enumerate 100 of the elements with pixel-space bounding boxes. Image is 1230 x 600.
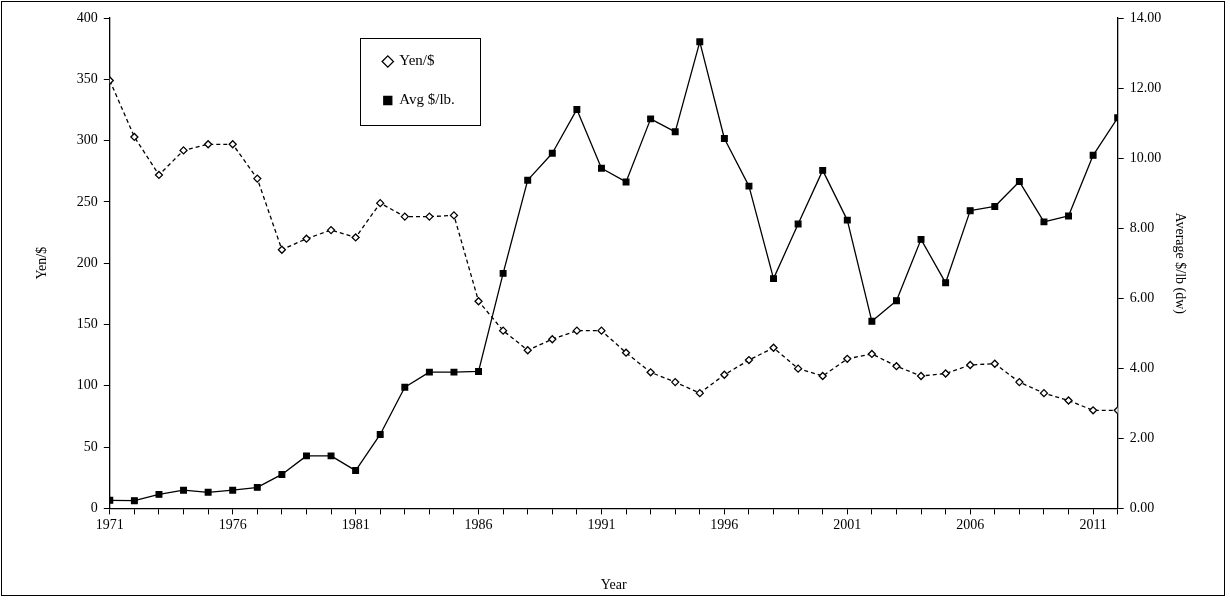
point (475, 367, 483, 375)
y2-tick-label: 12.00 (1129, 79, 1162, 95)
point (253, 174, 262, 183)
point (769, 343, 778, 352)
point (794, 220, 802, 228)
point (867, 349, 877, 359)
point (450, 368, 458, 376)
point (818, 371, 827, 381)
point (916, 371, 926, 381)
y-tick-label: 250 (76, 193, 98, 209)
point (499, 269, 507, 277)
point (917, 235, 925, 243)
point (548, 149, 556, 157)
point (1039, 389, 1049, 398)
point (498, 326, 508, 335)
point (326, 225, 336, 235)
x-tick-label: 1981 (341, 517, 370, 533)
point (277, 245, 287, 254)
x-tick-label: 1971 (95, 517, 124, 533)
point (1015, 377, 1024, 387)
point (941, 369, 950, 378)
point (524, 176, 532, 184)
point (179, 146, 188, 155)
point (449, 211, 459, 220)
point (253, 483, 261, 491)
y2-tick-label: 4.00 (1129, 359, 1155, 375)
point (523, 346, 532, 355)
point (696, 38, 704, 46)
point (671, 128, 679, 136)
point (228, 140, 237, 149)
point (1088, 406, 1098, 415)
point (966, 207, 974, 215)
y-tick-label: 150 (76, 316, 98, 332)
point (990, 359, 999, 368)
point (1015, 178, 1023, 186)
point (130, 497, 138, 505)
point (154, 170, 164, 180)
point (793, 364, 803, 373)
y2-tick-label: 2.00 (1129, 430, 1155, 446)
point (745, 182, 753, 190)
point (966, 360, 975, 370)
point (302, 234, 311, 243)
point (621, 348, 631, 357)
y-tick-label: 50 (83, 438, 98, 454)
point (376, 431, 384, 438)
point (942, 279, 950, 287)
x-tick-label: 2006 (956, 517, 985, 533)
point (1065, 212, 1073, 220)
point (548, 335, 557, 344)
point (671, 377, 680, 387)
point (1064, 396, 1073, 405)
point (351, 233, 360, 242)
point (203, 140, 213, 149)
point (401, 383, 409, 391)
point (400, 212, 409, 221)
point (646, 368, 655, 377)
y-tick-label: 300 (76, 132, 98, 148)
y-tick-label: 0 (90, 500, 98, 516)
point (720, 135, 728, 142)
point (572, 326, 582, 335)
y-tick-label: 100 (76, 377, 98, 393)
point (425, 212, 434, 221)
y-axis-title: Yen/$ (34, 246, 50, 280)
y2-axis-title: Average $/lb (dw) (1171, 212, 1188, 315)
point (695, 389, 704, 398)
point (770, 275, 778, 283)
y-tick-label: 200 (76, 254, 98, 270)
point (720, 370, 729, 379)
point (744, 355, 754, 365)
point (130, 132, 139, 142)
point (327, 452, 335, 460)
point (1089, 151, 1097, 159)
point (352, 467, 360, 475)
x-axis-title: Year (600, 577, 627, 593)
point (597, 326, 606, 335)
legend-label: Yen/$ (399, 52, 435, 69)
y2-tick-label: 14.00 (1129, 9, 1162, 25)
y2-tick-label: 10.00 (1129, 149, 1162, 165)
legend-label: Avg $/lb. (399, 91, 455, 108)
point (229, 486, 237, 494)
x-tick-label: 1976 (218, 517, 247, 533)
point (302, 452, 310, 460)
point (892, 362, 901, 371)
point (892, 297, 900, 305)
point (425, 368, 433, 376)
x-tick-label: 2001 (833, 517, 862, 533)
point (991, 202, 999, 210)
point (819, 166, 827, 174)
point (278, 470, 286, 478)
point (868, 317, 876, 325)
point (622, 178, 630, 186)
point (180, 486, 188, 494)
x-tick-label: 1991 (587, 517, 616, 533)
point (155, 490, 163, 498)
point (376, 198, 385, 208)
point (204, 488, 212, 496)
x-tick-label: 1996 (710, 517, 739, 533)
point (474, 297, 483, 306)
point (573, 105, 581, 113)
y-tick-label: 350 (76, 70, 98, 86)
